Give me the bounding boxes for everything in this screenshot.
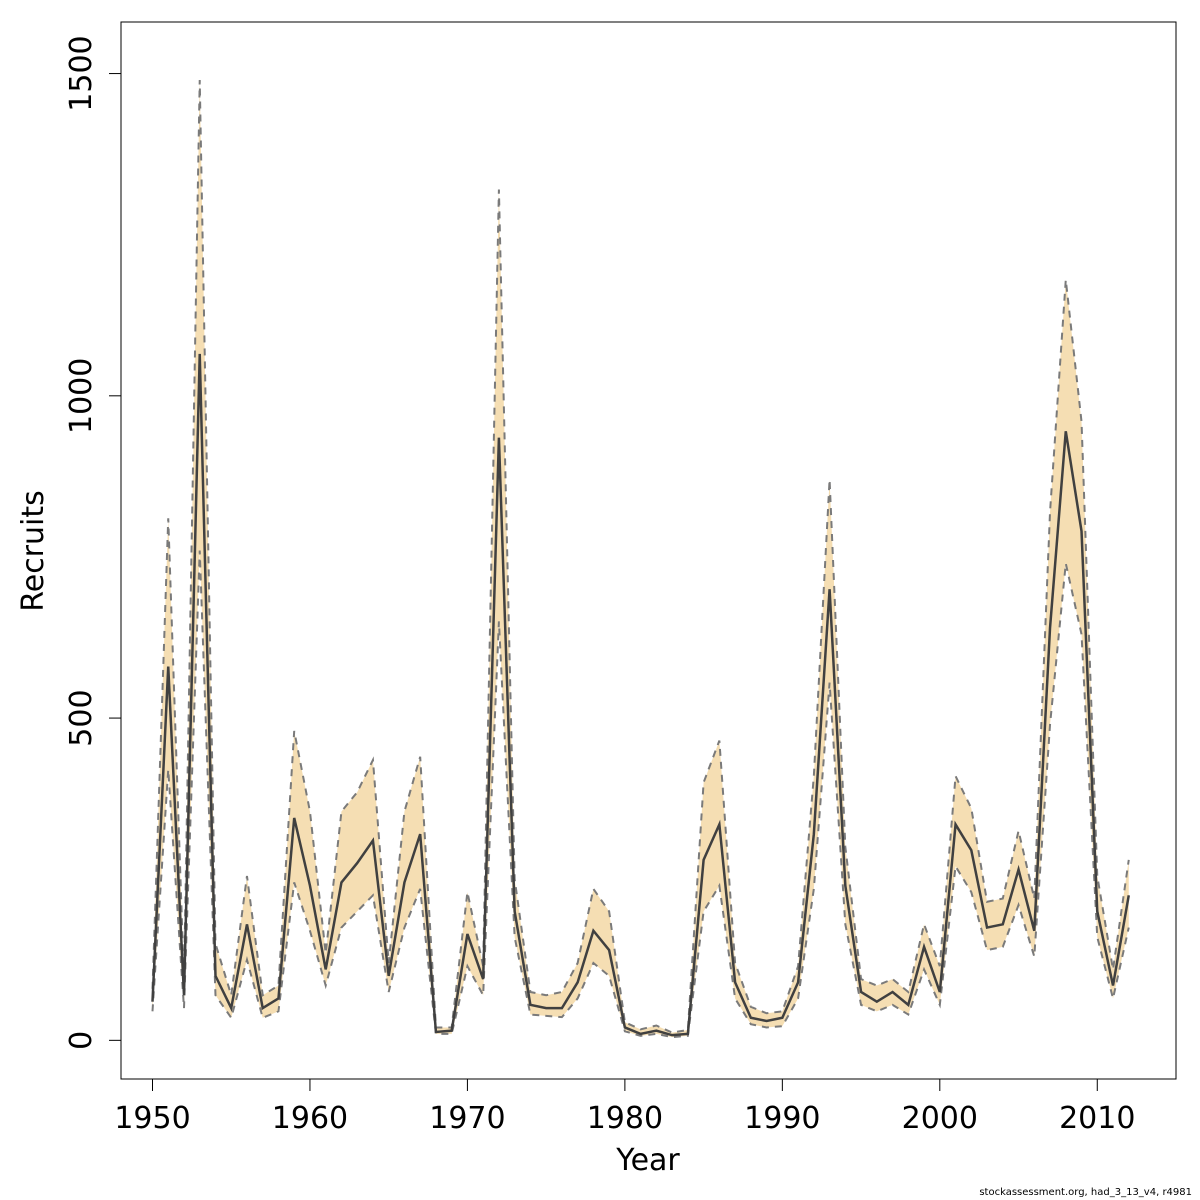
y-tick-label: 1000 xyxy=(64,358,99,434)
x-tick-label: 2000 xyxy=(902,1101,978,1136)
y-tick-label: 0 xyxy=(64,1031,99,1050)
plot-frame xyxy=(120,21,1177,1080)
x-tick-label: 1980 xyxy=(587,1101,663,1136)
estimate-line xyxy=(151,353,1130,1037)
x-axis-title: Year xyxy=(615,1143,680,1178)
upper-bound-line xyxy=(151,79,1130,1034)
confidence-band xyxy=(152,80,1129,1038)
x-tick-label: 1960 xyxy=(272,1101,348,1136)
x-tick-label: 2010 xyxy=(1059,1101,1135,1136)
x-axis: 1950 1960 1970 1980 1990 2000 2010 xyxy=(114,1078,1135,1136)
y-tick-label: 500 xyxy=(64,689,99,746)
y-axis: 0 500 1000 1500 xyxy=(64,35,122,1050)
lower-bound-line xyxy=(151,550,1130,1039)
x-tick-label: 1950 xyxy=(114,1101,190,1136)
x-tick-label: 1970 xyxy=(429,1101,505,1136)
series-line-layer xyxy=(151,79,1130,1039)
x-tick-label: 1990 xyxy=(744,1101,820,1136)
y-tick-label: 1500 xyxy=(64,35,99,111)
footer-credit: stockassessment.org, had_3_13_v4, r4981 xyxy=(979,1187,1192,1198)
y-axis-title: Recruits xyxy=(16,490,51,612)
confidence-band-layer xyxy=(152,80,1129,1038)
